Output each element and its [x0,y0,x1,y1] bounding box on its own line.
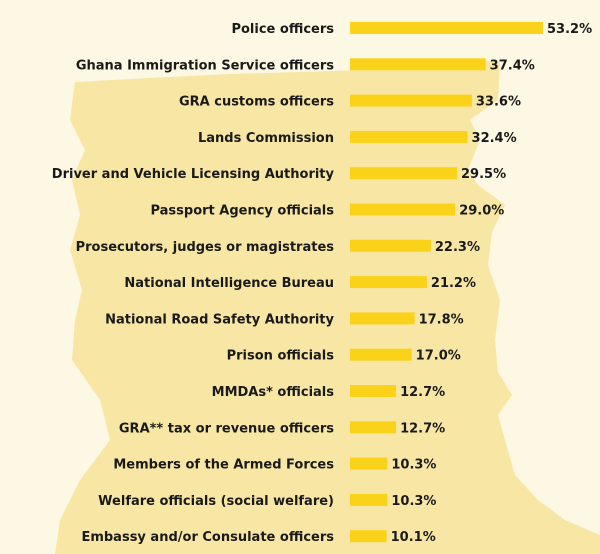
ghana-map-silhouette [55,60,600,554]
bar [350,22,543,34]
category-label: GRA** tax or revenue officers [119,421,334,436]
value-label: 21.2% [431,276,476,291]
value-label: 22.3% [435,240,480,255]
value-label: 32.4% [472,131,517,146]
category-label: Driver and Vehicle Licensing Authority [52,167,335,182]
category-label: Prison officials [227,349,335,364]
value-label: 53.2% [547,22,592,37]
bar [350,421,397,434]
category-label: Lands Commission [198,131,334,146]
category-label: Ghana Immigration Service officers [76,58,334,73]
value-label: 12.7% [400,385,445,400]
category-label: Members of the Armed Forces [113,458,334,473]
bar [350,239,431,252]
bar [350,348,412,361]
value-label: 17.0% [416,349,461,364]
category-label: Embassy and/or Consulate officers [81,530,334,545]
bar [350,203,456,216]
bar [350,58,486,71]
category-label: National Road Safety Authority [105,312,334,327]
bar [350,312,415,325]
category-label: GRA customs officers [179,95,334,110]
value-label: 10.3% [391,494,436,509]
value-label: 17.8% [419,312,464,327]
bar [350,457,388,470]
category-label: Police officers [231,22,334,37]
bar [350,276,427,289]
category-label: Welfare officials (social welfare) [98,494,334,509]
bar [350,130,468,143]
bar [350,385,397,397]
value-label: 37.4% [490,58,535,73]
value-label: 12.7% [400,421,445,436]
category-label: MMDAs* officials [212,385,335,400]
value-label: 10.1% [391,530,436,545]
category-label: Passport Agency officials [150,204,334,219]
value-label: 29.0% [459,204,504,219]
bar [350,530,387,543]
value-label: 33.6% [476,95,521,110]
category-label: National Intelligence Bureau [124,276,334,291]
category-label: Prosecutors, judges or magistrates [76,240,335,255]
bars-layer: Police officers 53.2% Ghana Immigration Se… [52,22,592,545]
value-label: 29.5% [461,167,506,182]
bar [350,167,458,180]
value-label: 10.3% [391,458,436,473]
bar [350,94,472,107]
bar [350,493,388,506]
